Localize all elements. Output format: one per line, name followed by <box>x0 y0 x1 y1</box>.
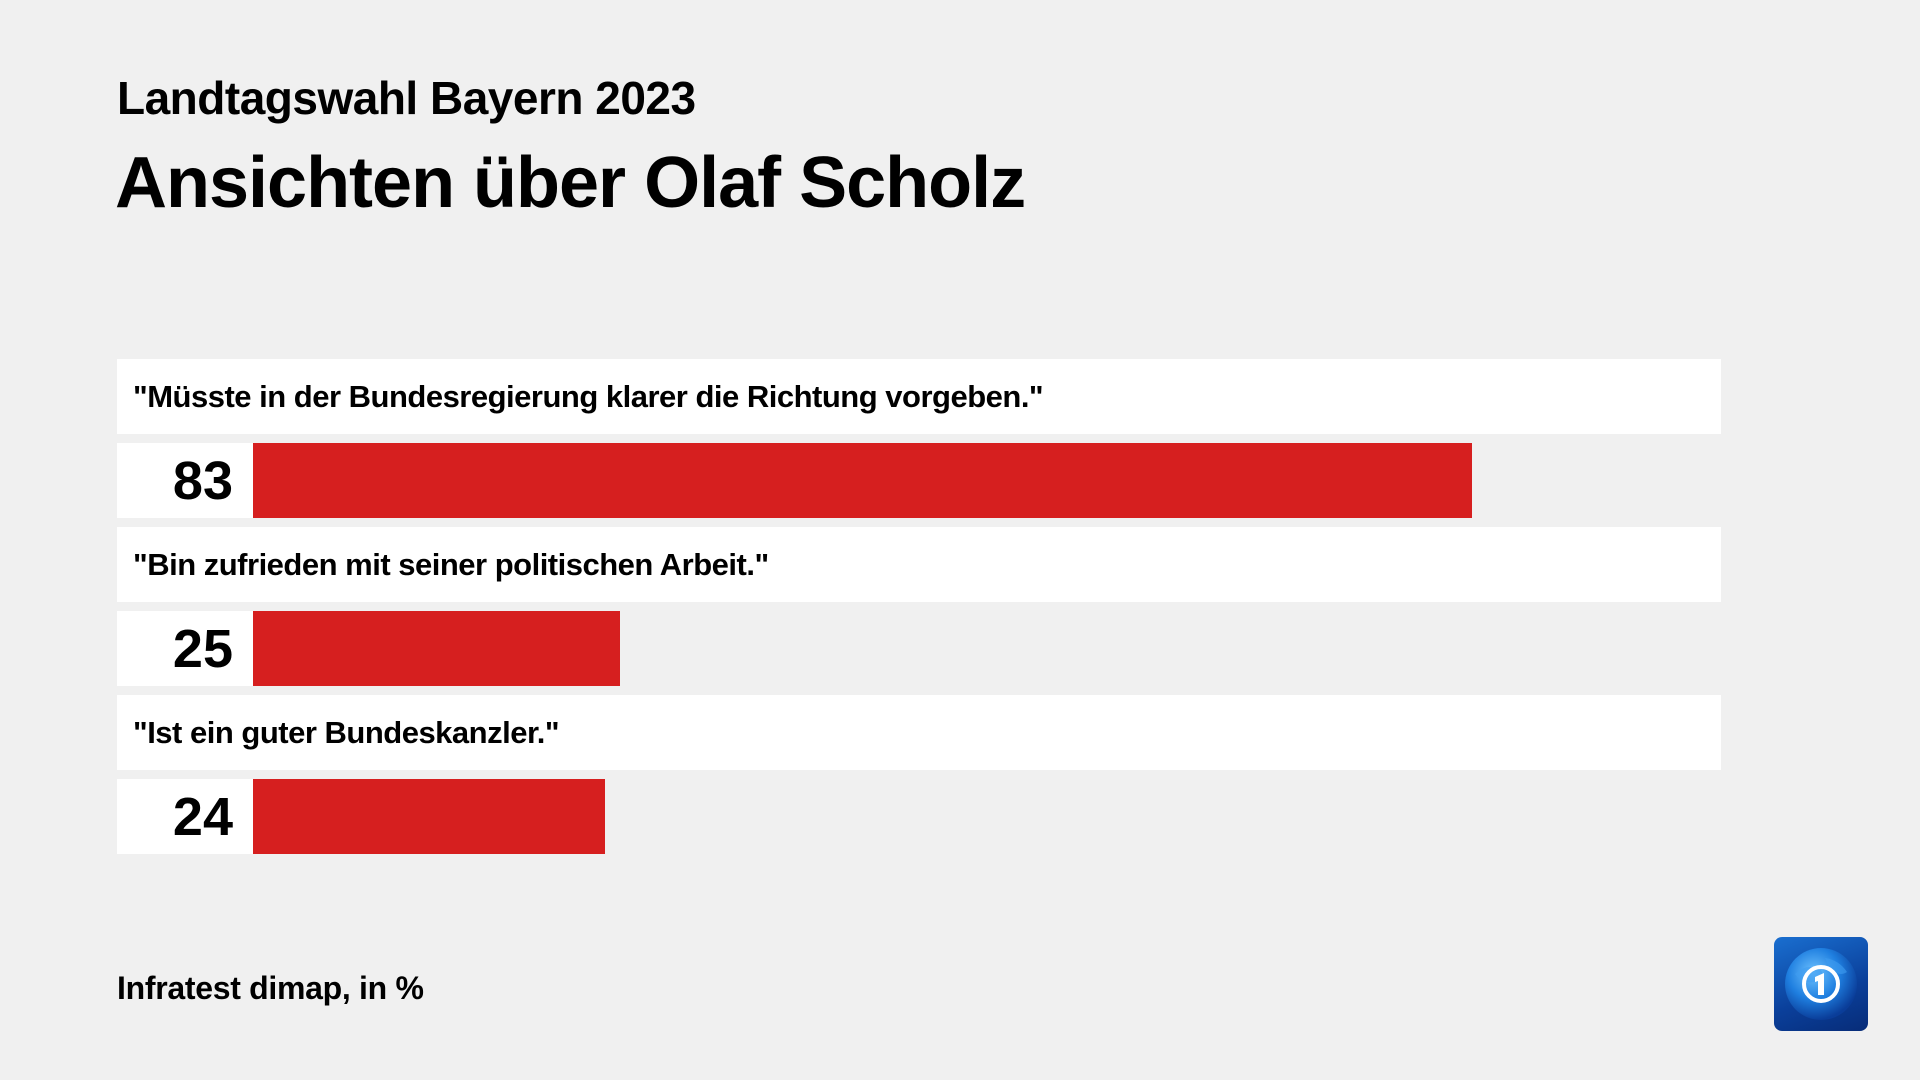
bar-row: 83 <box>117 443 1721 518</box>
globe-icon <box>1785 948 1857 1020</box>
chart-item: "Bin zufrieden mit seiner politischen Ar… <box>117 527 1721 686</box>
chart-title: Ansichten über Olaf Scholz <box>115 143 1026 223</box>
tagesschau-logo-icon <box>1774 937 1868 1031</box>
bar-row: 24 <box>117 779 1721 854</box>
item-label: "Bin zufrieden mit seiner politischen Ar… <box>117 527 1721 602</box>
chart-item: "Ist ein guter Bundeskanzler." 24 <box>117 695 1721 854</box>
bar <box>253 779 606 854</box>
value-label: 83 <box>117 443 253 518</box>
chart-item: "Müsste in der Bundesregierung klarer di… <box>117 359 1721 518</box>
chart-subtitle: Landtagswahl Bayern 2023 <box>117 72 696 124</box>
item-label: "Müsste in der Bundesregierung klarer di… <box>117 359 1721 434</box>
bar-row: 25 <box>117 611 1721 686</box>
item-label: "Ist ein guter Bundeskanzler." <box>117 695 1721 770</box>
bar-chart: "Müsste in der Bundesregierung klarer di… <box>117 359 1721 863</box>
value-label: 25 <box>117 611 253 686</box>
value-label: 24 <box>117 779 253 854</box>
bar <box>253 443 1472 518</box>
source-note: Infratest dimap, in % <box>117 970 424 1006</box>
bar <box>253 611 621 686</box>
